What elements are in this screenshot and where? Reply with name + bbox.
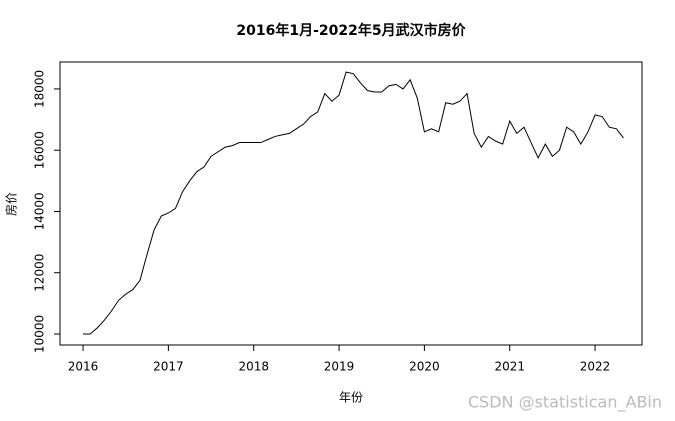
plot-box: [59, 61, 643, 346]
y-tick-label: 14000: [32, 192, 46, 230]
x-tick-label: 2021: [494, 360, 525, 374]
y-tick-label: 18000: [33, 70, 47, 108]
x-tick-label: 2016: [68, 360, 99, 374]
x-tick-label: 2022: [580, 360, 611, 374]
y-axis-label: 房价: [4, 192, 19, 216]
x-tick-label: 2017: [153, 360, 184, 374]
price-line: [83, 71, 624, 335]
chart-title: 2016年1月-2022年5月武汉市房价: [236, 22, 466, 39]
x-axis-label: 年份: [339, 391, 363, 405]
y-tick-label: 12000: [33, 254, 47, 292]
x-tick-label: 2019: [324, 360, 355, 374]
watermark: CSDN @statistican_ABin: [468, 393, 662, 413]
x-tick-label: 2018: [238, 360, 269, 374]
y-tick-label: 16000: [33, 131, 47, 169]
x-tick-label: 2020: [409, 360, 440, 374]
y-tick-label: 10000: [33, 315, 47, 353]
